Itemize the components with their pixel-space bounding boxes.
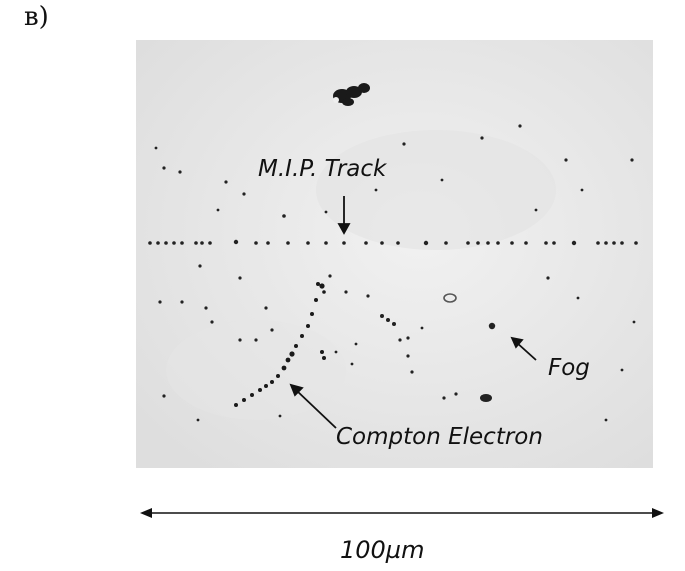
compton-electron-label: Compton Electron [336,424,543,450]
scale-label: 100µm [340,536,425,564]
compton-electron-grains [234,282,326,407]
panel-label: в) [24,2,49,32]
fog-label: Fog [548,355,590,381]
arrow-right-icon [652,508,664,518]
emulsion-micrograph: M.I.P. Track Fog Compton Electron [136,40,653,468]
scale-bar [140,508,664,518]
micrograph-image [136,40,653,468]
grain-cluster [333,83,370,106]
mip-track-label: M.I.P. Track [258,156,387,182]
fog-grains [154,124,636,422]
arrow-left-icon [140,508,152,518]
arrow-icon [289,196,537,429]
mip-track-grains [148,239,638,246]
